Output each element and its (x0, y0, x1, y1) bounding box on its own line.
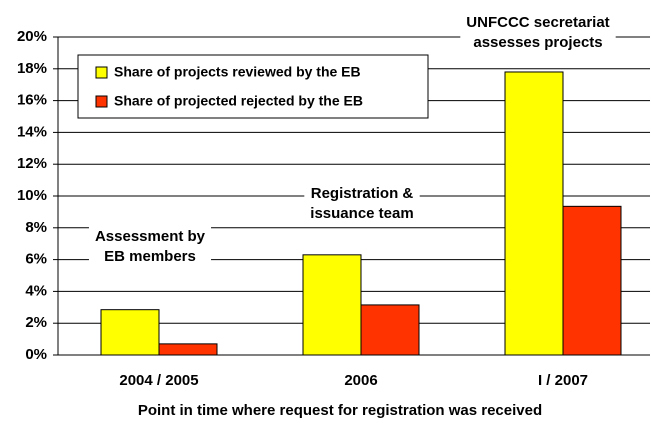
x-tick-label: 2004 / 2005 (119, 372, 198, 389)
legend-swatch (95, 66, 108, 79)
annotation-line: EB members (104, 248, 196, 265)
bar (360, 304, 420, 356)
annotation-line: Registration & (311, 185, 414, 202)
bar (562, 205, 622, 356)
annotation: Registration & issuance team (304, 183, 420, 225)
y-tick-label: 4% (25, 282, 47, 299)
annotation: Assessment by EB members (88, 226, 212, 268)
annotation-line: issuance team (310, 205, 413, 222)
x-tick-label: 2006 (344, 372, 377, 389)
x-tick-label: I / 2007 (538, 372, 588, 389)
y-tick-label: 0% (25, 346, 47, 363)
y-tick-label: 20% (17, 28, 47, 45)
annotation-bg (304, 183, 420, 225)
legend-label: Share of projected rejected by the EB (114, 93, 363, 109)
bar (302, 254, 362, 356)
y-tick-label: 2% (25, 314, 47, 331)
y-tick-label: 8% (25, 219, 47, 236)
legend-label: Share of projects reviewed by the EB (114, 64, 361, 80)
y-tick-label: 16% (17, 92, 47, 109)
legend-swatch (95, 95, 108, 108)
annotation: UNFCCC secretariat assesses projects (460, 12, 616, 54)
y-tick-label: 14% (17, 123, 47, 140)
annotation-bg (88, 226, 212, 268)
annotation-bg (460, 12, 616, 54)
annotation-line: UNFCCC secretariat (466, 14, 609, 31)
y-tick-label: 10% (17, 187, 47, 204)
y-tick-label: 12% (17, 155, 47, 172)
annotation-line: Assessment by (95, 228, 206, 245)
y-tick-label: 18% (17, 60, 47, 77)
x-axis-label: Point in time where request for registra… (138, 402, 542, 419)
bar (100, 309, 160, 356)
bar (504, 71, 564, 356)
annotation-line: assesses projects (473, 34, 602, 51)
bar (158, 343, 218, 356)
legend-box (77, 54, 429, 119)
y-tick-label: 6% (25, 251, 47, 268)
